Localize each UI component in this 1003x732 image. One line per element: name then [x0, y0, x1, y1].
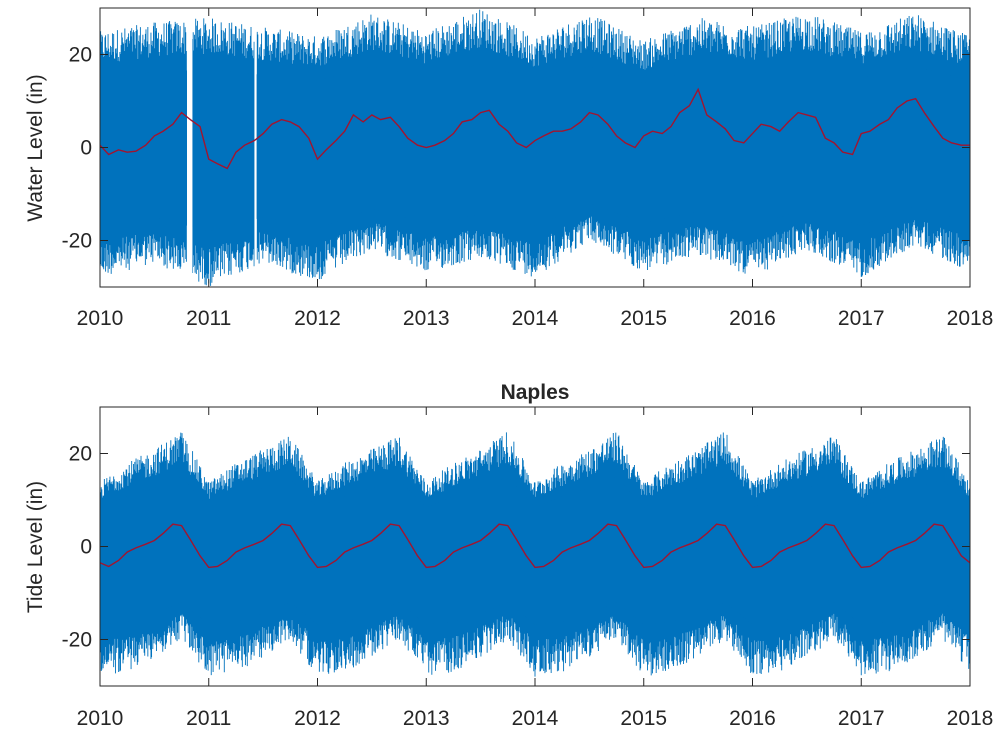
y-tick-label: -20 [62, 629, 92, 652]
x-tick-label: 2018 [947, 707, 994, 730]
series-monthly-mean [100, 523, 970, 569]
data-gap [187, 8, 193, 287]
y-tick-label: 0 [80, 137, 92, 160]
x-tick-label: 2010 [77, 307, 124, 330]
x-tick-label: 2014 [512, 707, 559, 730]
y-axis-label: Water Level (in) [24, 74, 47, 221]
series-hourly-core [100, 63, 970, 232]
x-tick-label: 2013 [403, 307, 450, 330]
y-tick-label: 20 [69, 44, 92, 67]
x-tick-label: 2018 [947, 307, 994, 330]
y-axis-label: Tide Level (in) [24, 481, 47, 613]
x-tick-label: 2017 [838, 307, 885, 330]
x-tick-label: 2016 [729, 307, 776, 330]
chart-title: Naples [501, 381, 570, 404]
chart-water-level: 2010 2011 2012 2013 2014 2015 2016 2017 2018 20 0 -… [24, 7, 994, 330]
x-tick-label: 2012 [294, 307, 341, 330]
x-tick-label: 2012 [294, 707, 341, 730]
x-tick-label: 2013 [403, 707, 450, 730]
y-tick-label: 20 [69, 443, 92, 466]
plot-area [100, 432, 970, 677]
chart-naples-tide: Naples 2010 2011 2012 2013 2014 2015 2016 2017 2… [24, 381, 993, 730]
x-tick-label: 2010 [77, 707, 124, 730]
series-hourly-core [100, 476, 970, 625]
y-tick-label: 0 [80, 536, 92, 559]
data-gap [254, 8, 257, 287]
x-tick-label: 2015 [620, 307, 667, 330]
x-tick-label: 2014 [512, 307, 559, 330]
x-tick-label: 2011 [186, 707, 231, 730]
x-tick-label: 2015 [620, 707, 667, 730]
series-monthly-mean [100, 87, 970, 170]
axis-ticks: 2010 2011 2012 2013 2014 2015 2016 2017 2018 20 0 -… [62, 407, 994, 730]
x-tick-label: 2011 [186, 307, 231, 330]
y-tick-label: -20 [62, 230, 92, 253]
x-tick-label: 2016 [729, 707, 776, 730]
x-tick-label: 2017 [838, 707, 885, 730]
plot-area [100, 8, 970, 287]
axis-ticks: 2010 2011 2012 2013 2014 2015 2016 2017 2018 20 0 -… [62, 8, 994, 330]
